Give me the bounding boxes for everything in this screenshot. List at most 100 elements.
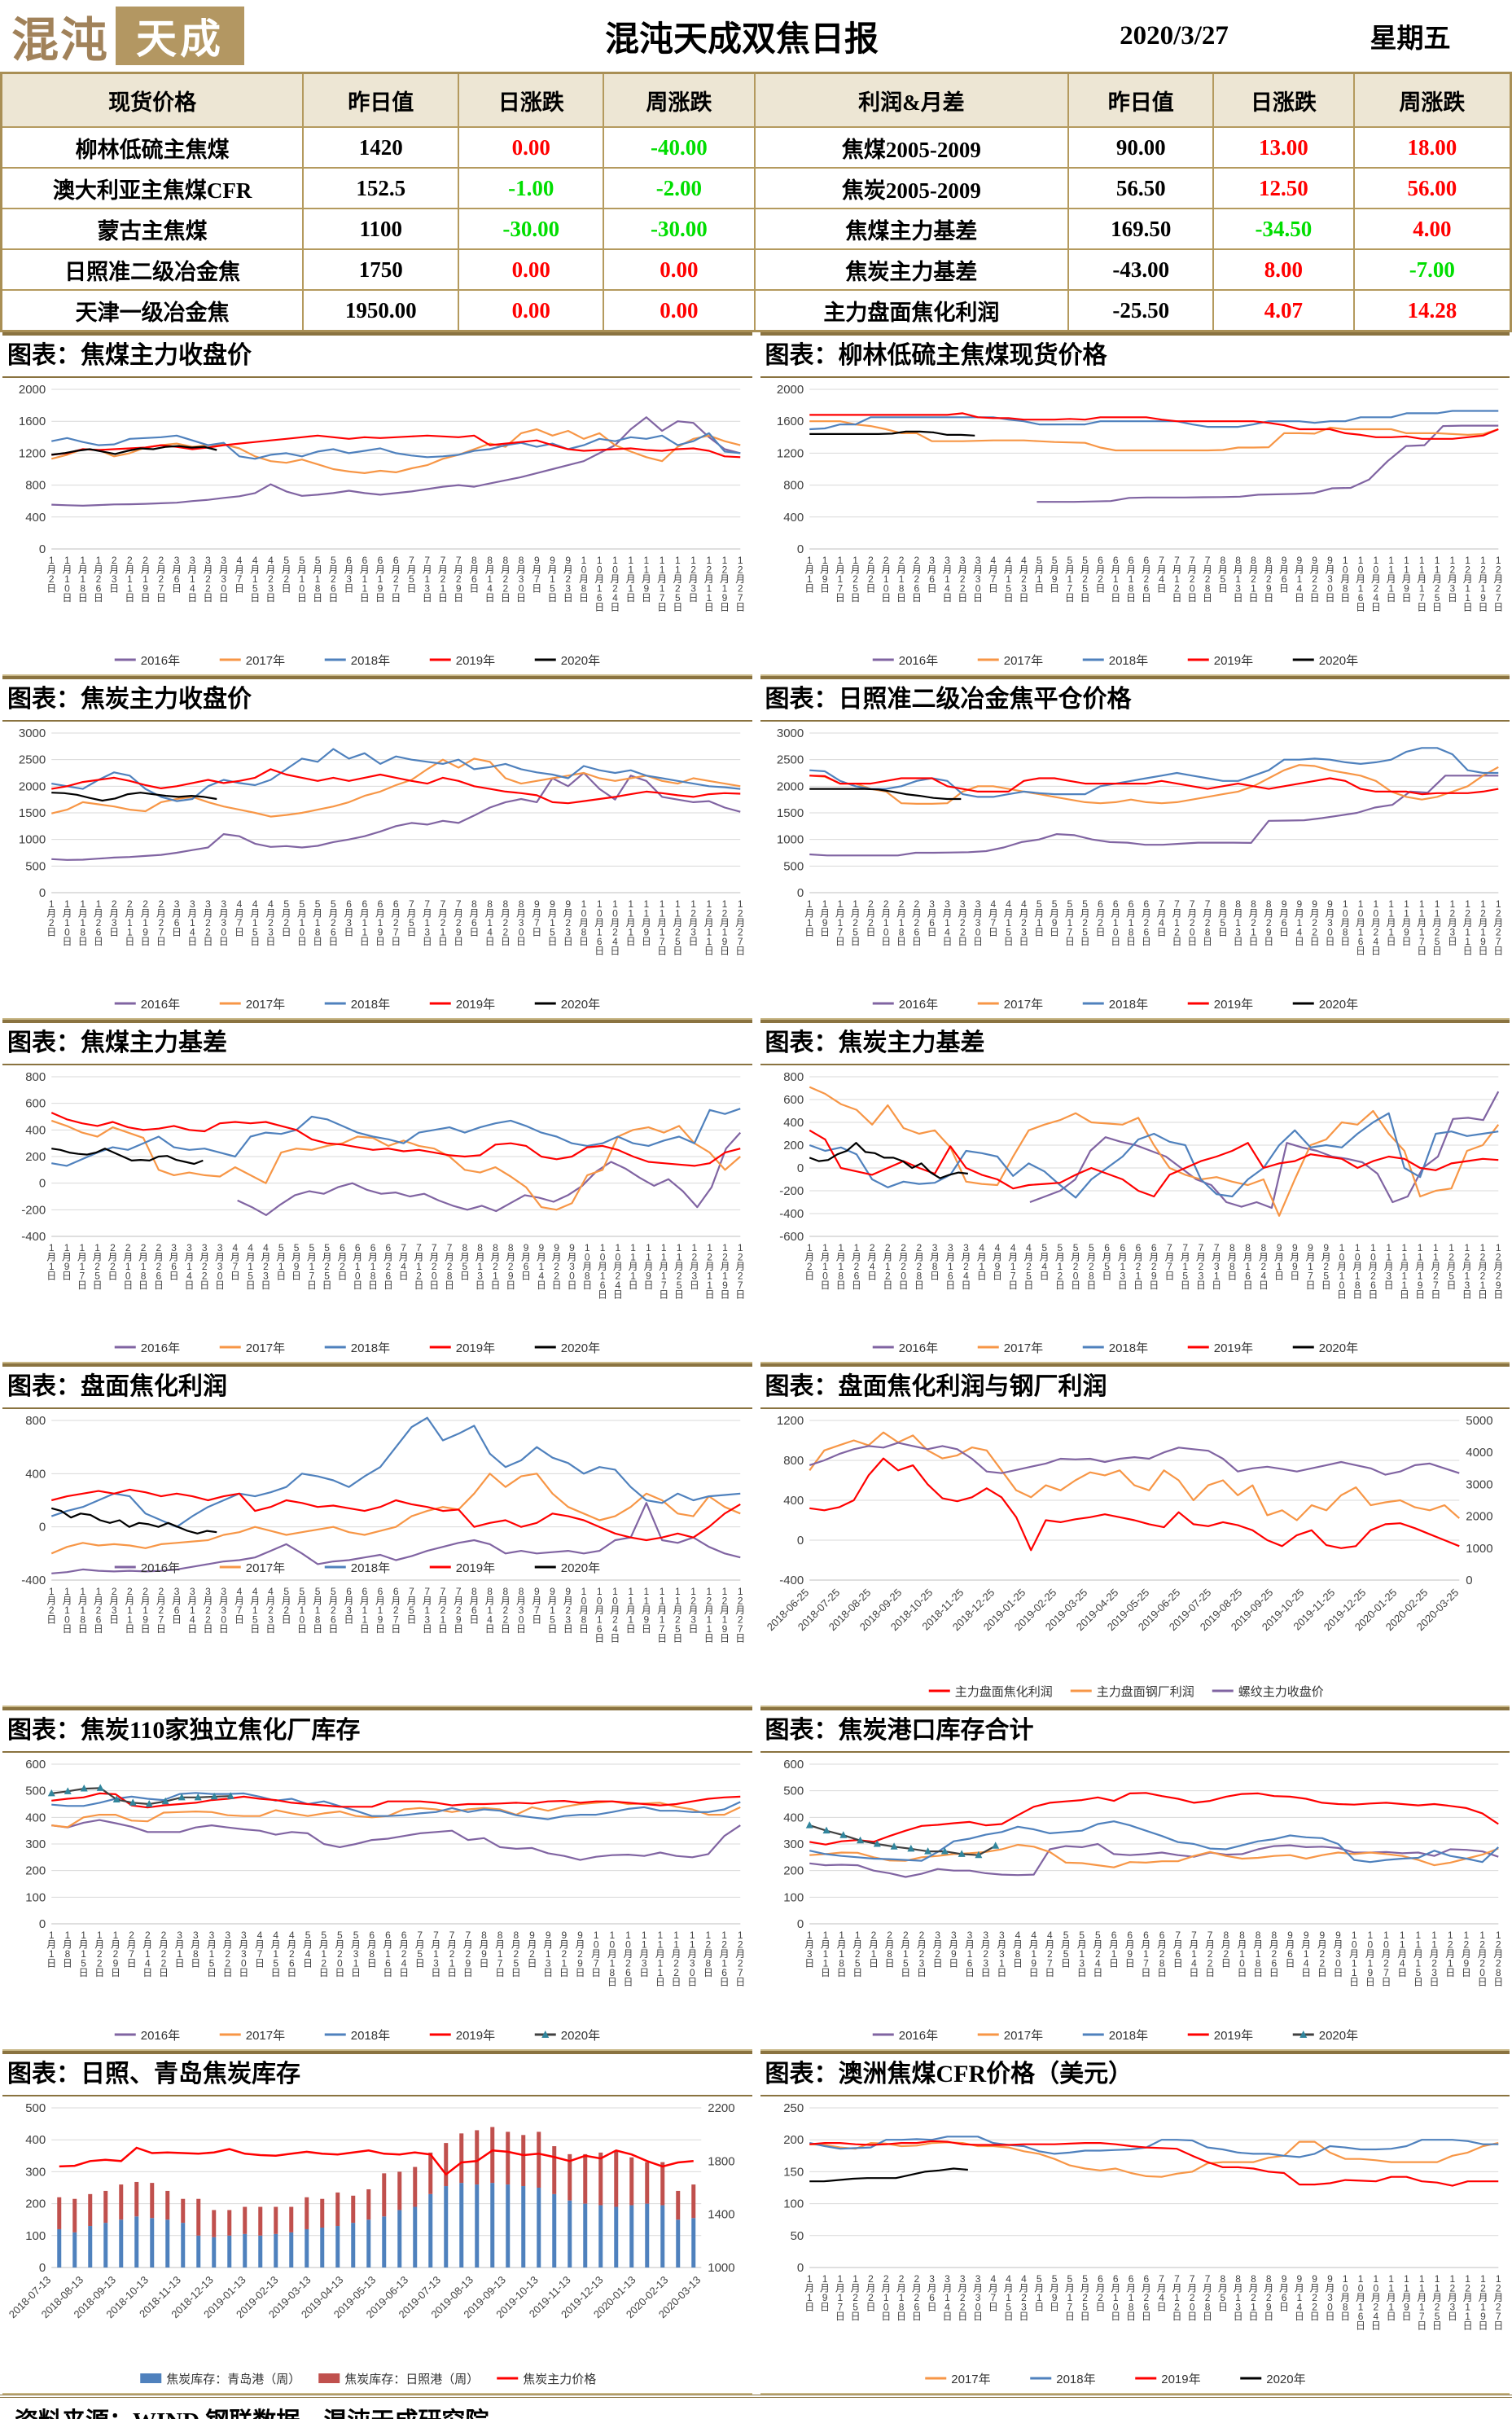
chart-australia-cfr: 图表：澳洲焦煤CFR价格（美元） 0 50 100 150 200 250 1 月 1 日 1 月 9 日…	[760, 2051, 1510, 2395]
svg-text:300: 300	[25, 1837, 46, 1851]
chart-title: 图表：日照、青岛焦炭库存	[2, 2051, 752, 2096]
chart-coke-plant-inventory: 图表：焦炭110家独立焦化厂库存 0 100 200 300 400 500 600 1 月 1 日…	[2, 1707, 752, 2051]
svg-text:2016年: 2016年	[898, 654, 937, 668]
logo-text: 混沌	[11, 14, 110, 67]
svg-text:5000: 5000	[1466, 1414, 1492, 1428]
chart-canvas-coke-plant-inventory: 0 100 200 300 400 500 600 1 月 1 日 1 月 8 日 1 月 1 5 日 1 月 2 2 日 1 月 2…	[25, 1758, 745, 2043]
svg-text:0: 0	[39, 2261, 46, 2275]
svg-text:300: 300	[25, 2165, 46, 2179]
svg-text:500: 500	[783, 859, 804, 873]
svg-text:2019年: 2019年	[1213, 1341, 1252, 1355]
svg-text:0: 0	[796, 1534, 803, 1548]
svg-text:50: 50	[790, 2229, 804, 2243]
spot-week-change: 0.00	[603, 248, 756, 291]
svg-text:800: 800	[25, 1070, 46, 1084]
svg-text:2016年: 2016年	[141, 654, 180, 668]
profit-day-change: 12.50	[1212, 167, 1355, 209]
spot-name: 天津一级冶金焦	[0, 289, 305, 332]
chart-canvas-jm-close: 0 400 800 1200 1600 2000 1 月 2 日 1 月 1 0 日 1 月 1 8 日 1 月 2 6 日 2 月…	[19, 383, 745, 668]
svg-text:2018年: 2018年	[351, 654, 390, 668]
svg-text:主力盘面焦化利润: 主力盘面焦化利润	[954, 1684, 1052, 1699]
charts-grid: 图表：焦煤主力收盘价 0 400 800 1200 1600 2000 1 月 2 日 1 月 1 0 日 1…	[0, 332, 1512, 2395]
svg-text:400: 400	[783, 511, 804, 525]
svg-text:2019年: 2019年	[1213, 654, 1252, 668]
svg-text:200: 200	[25, 1150, 46, 1164]
profit-name: 焦煤主力基差	[753, 208, 1070, 250]
svg-text:200: 200	[25, 2197, 46, 2211]
svg-text:400: 400	[783, 1811, 804, 1824]
col-header: 日涨跌	[1212, 72, 1355, 128]
svg-text:0: 0	[39, 1521, 46, 1534]
svg-text:2019年: 2019年	[1161, 2373, 1200, 2386]
